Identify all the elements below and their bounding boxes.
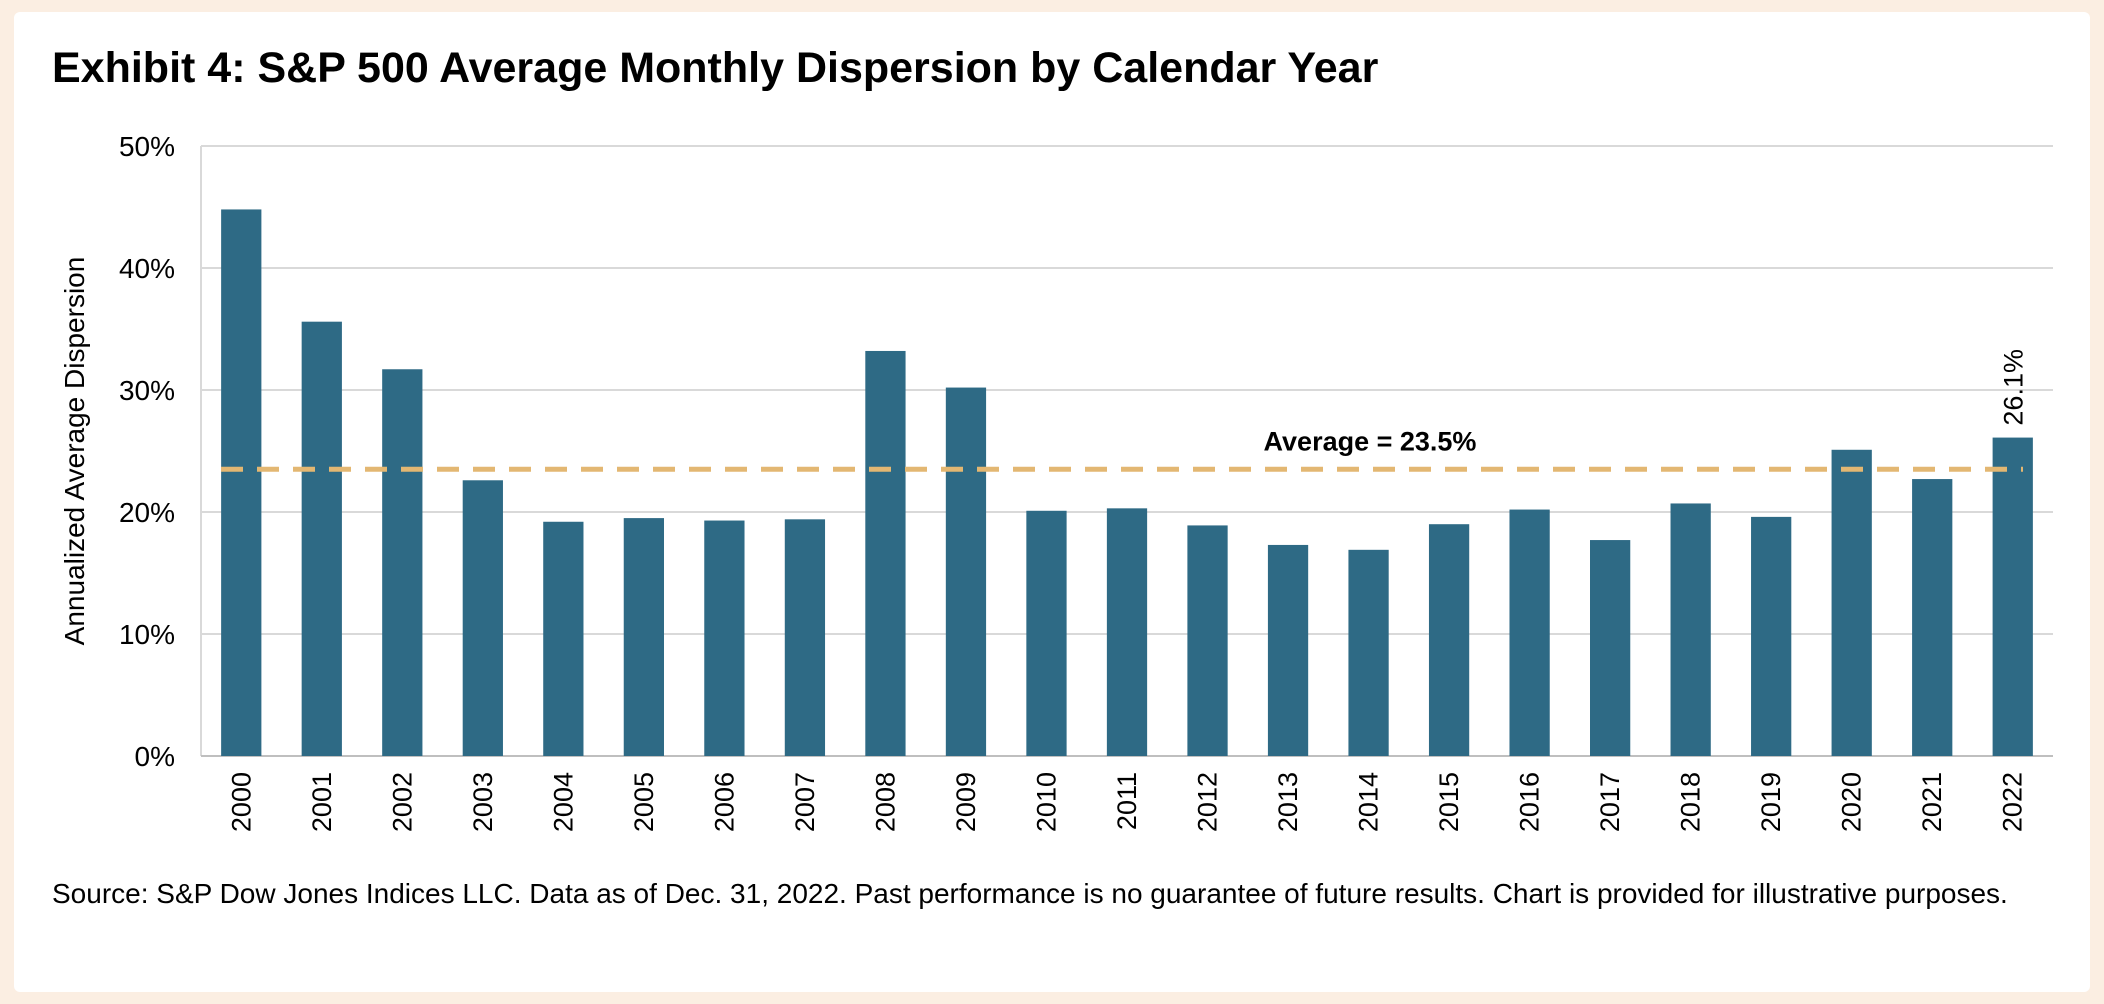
x-tick-label: 2022 — [1998, 772, 2028, 832]
bar-2021 — [1912, 479, 1953, 756]
bar-2002 — [382, 369, 423, 756]
x-tick-label: 2000 — [226, 772, 256, 832]
bar-2004 — [543, 521, 584, 756]
x-tick-label: 2005 — [629, 772, 659, 832]
y-tick-label: 30% — [119, 375, 175, 406]
average-label: Average = 23.5% — [1264, 426, 1477, 456]
x-tick-label: 2020 — [1837, 772, 1867, 832]
x-tick-label: 2007 — [790, 772, 820, 832]
bar-2008 — [865, 350, 906, 756]
x-tick-label: 2011 — [1112, 772, 1142, 830]
x-tick-label: 2015 — [1434, 772, 1464, 832]
x-tick-label: 2009 — [951, 772, 981, 832]
y-tick-label: 50% — [119, 131, 175, 162]
x-tick-label: 2002 — [387, 772, 417, 832]
chart-title: Exhibit 4: S&P 500 Average Monthly Dispe… — [52, 44, 1379, 92]
x-tick-label: 2021 — [1917, 772, 1947, 832]
x-tick-label: 2006 — [709, 772, 739, 832]
x-tick-label: 2010 — [1031, 772, 1061, 832]
x-tick-label: 2016 — [1515, 772, 1545, 832]
y-tick-label: 20% — [119, 497, 175, 528]
bar-2010 — [1026, 510, 1067, 756]
bar-2009 — [945, 387, 987, 756]
bar-2003 — [462, 480, 503, 756]
x-tick-label: 2003 — [468, 772, 498, 832]
x-tick-label: 2014 — [1354, 772, 1384, 832]
y-axis-label: Annualized Average Dispersion — [59, 257, 90, 646]
y-tick-label: 40% — [119, 253, 175, 284]
x-tick-label: 2008 — [870, 772, 900, 832]
bar-2020 — [1831, 449, 1872, 756]
y-tick-label: 10% — [119, 619, 175, 650]
bar-2005 — [623, 518, 664, 756]
y-tick-label: 0% — [135, 741, 175, 772]
chart-panel — [14, 12, 2090, 992]
bar-2000 — [221, 209, 262, 756]
data-label-2022: 26.1% — [1999, 349, 2029, 426]
x-tick-label: 2001 — [307, 772, 337, 832]
x-tick-label: 2017 — [1595, 772, 1625, 832]
bar-2013 — [1267, 544, 1309, 756]
bar-2012 — [1187, 525, 1228, 756]
bar-2001 — [301, 321, 342, 756]
x-tick-label: 2018 — [1676, 772, 1706, 832]
source-footnote: Source: S&P Dow Jones Indices LLC. Data … — [52, 878, 2008, 909]
bar-2017 — [1590, 540, 1631, 756]
x-tick-label: 2012 — [1193, 772, 1223, 832]
bar-2016 — [1509, 509, 1550, 756]
bar-2014 — [1348, 549, 1389, 756]
bar-2018 — [1670, 503, 1711, 756]
bar-2007 — [784, 519, 826, 756]
bar-2006 — [704, 520, 745, 756]
bar-2011 — [1106, 508, 1148, 756]
x-tick-label: 2013 — [1273, 772, 1303, 832]
bar-2015 — [1428, 524, 1470, 756]
bar-2022 — [1992, 437, 2033, 756]
x-tick-label: 2019 — [1756, 772, 1786, 832]
x-tick-label: 2004 — [548, 772, 578, 832]
bar-2019 — [1751, 516, 1792, 756]
